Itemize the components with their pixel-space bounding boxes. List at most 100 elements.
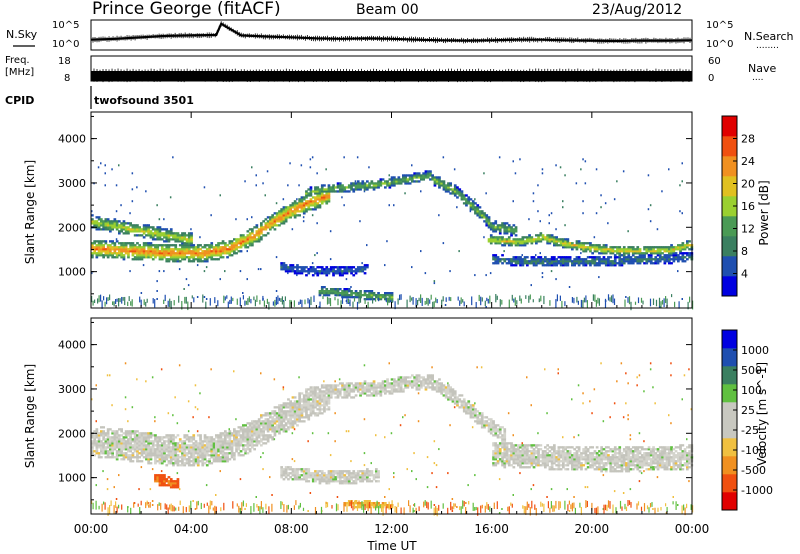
velocity-cell — [298, 396, 301, 399]
velocity-cell — [217, 444, 220, 447]
velocity-cell — [205, 448, 209, 451]
power-cell — [688, 254, 691, 257]
power-cell — [115, 240, 119, 243]
velocity-cell — [172, 482, 175, 485]
power-cell — [111, 226, 114, 229]
velocity-cell — [221, 458, 225, 461]
velocity-cell — [118, 428, 121, 431]
velocity-cell — [296, 408, 299, 411]
power-cell — [305, 208, 308, 211]
power-cell — [566, 256, 570, 259]
power-cell — [147, 234, 150, 237]
velocity-cell — [228, 448, 232, 451]
power-cell — [183, 250, 187, 253]
velocity-cell — [311, 392, 315, 395]
velocity-cell — [291, 414, 295, 417]
velocity-cell — [237, 434, 241, 437]
velocity-cell — [215, 434, 218, 437]
power-cell — [109, 248, 112, 251]
power-cell — [329, 190, 333, 193]
velocity-cell — [127, 448, 130, 451]
power-cell — [113, 244, 117, 247]
velocity-cell — [284, 404, 288, 407]
velocity-cell — [251, 436, 254, 439]
power-cell — [102, 228, 105, 231]
power-noise — [311, 214, 314, 217]
velocity-cell — [305, 400, 308, 403]
power-cell — [282, 214, 286, 217]
velocity-cell — [208, 458, 211, 461]
power-cell — [151, 244, 155, 247]
power-ground — [263, 300, 265, 307]
velocity-cell — [318, 482, 322, 485]
velocity-cell — [212, 446, 216, 449]
power-cell — [399, 178, 403, 181]
power-cell — [183, 244, 187, 247]
power-cell — [347, 290, 351, 293]
power-cell — [165, 254, 169, 257]
velocity-cell — [158, 474, 162, 477]
velocity-cell — [253, 440, 256, 443]
velocity-cell — [289, 400, 292, 403]
power-noise — [485, 274, 487, 277]
velocity-noise — [273, 438, 276, 441]
velocity-cell — [194, 458, 198, 461]
power-cell — [503, 244, 507, 247]
velocity-cell — [156, 474, 160, 477]
velocity-cell — [95, 448, 99, 451]
power-cell — [408, 182, 412, 185]
power-cell — [447, 188, 450, 191]
power-cell — [244, 244, 247, 247]
velocity-cell — [329, 388, 333, 391]
velocity-cell — [163, 442, 166, 445]
velocity-noise — [210, 368, 212, 371]
power-cell — [548, 240, 552, 243]
power-cell — [332, 288, 335, 291]
power-cell — [106, 252, 110, 255]
power-cell — [532, 262, 536, 265]
velocity-cell — [293, 402, 297, 405]
velocity-cell — [289, 406, 292, 409]
power-cell — [226, 244, 229, 247]
power-cell — [548, 260, 552, 263]
power-cell — [176, 258, 180, 261]
power-cell — [246, 238, 250, 241]
power-cell — [530, 240, 534, 243]
velocity-cell — [314, 394, 317, 397]
power-cell — [151, 236, 155, 239]
velocity-cell — [305, 398, 308, 401]
velocity-cell — [169, 462, 173, 465]
power-cell — [672, 252, 676, 255]
power-cell — [341, 190, 344, 193]
power-cell — [169, 258, 173, 261]
power-cell — [661, 252, 664, 255]
velocity-cell — [334, 478, 338, 481]
power-cell — [550, 256, 554, 259]
power-cell — [158, 250, 162, 253]
power-ground — [640, 297, 643, 303]
velocity-cell — [215, 460, 218, 463]
power-cell — [97, 216, 101, 219]
power-ground — [480, 296, 482, 306]
velocity-cell — [136, 442, 139, 445]
power-cell — [192, 254, 196, 257]
velocity-cell — [192, 434, 196, 437]
velocity-cell — [300, 478, 304, 481]
power-cell — [390, 292, 394, 295]
power-cell — [284, 266, 288, 269]
nsky-tick-bottom: 10^0 — [52, 39, 79, 50]
power-cell — [95, 248, 99, 251]
velocity-cell — [233, 434, 236, 437]
velocity-cell — [251, 428, 254, 431]
power-cell — [377, 292, 380, 295]
velocity-cell — [305, 472, 308, 475]
power-cell — [91, 244, 94, 247]
power-cell — [539, 238, 543, 241]
power-cell — [550, 264, 554, 267]
velocity-cell — [109, 452, 112, 455]
velocity-noise — [334, 412, 336, 415]
velocity-cell — [305, 410, 308, 413]
power-cell — [307, 206, 311, 209]
velocity-cell — [230, 434, 234, 437]
velocity-cell — [233, 430, 236, 433]
